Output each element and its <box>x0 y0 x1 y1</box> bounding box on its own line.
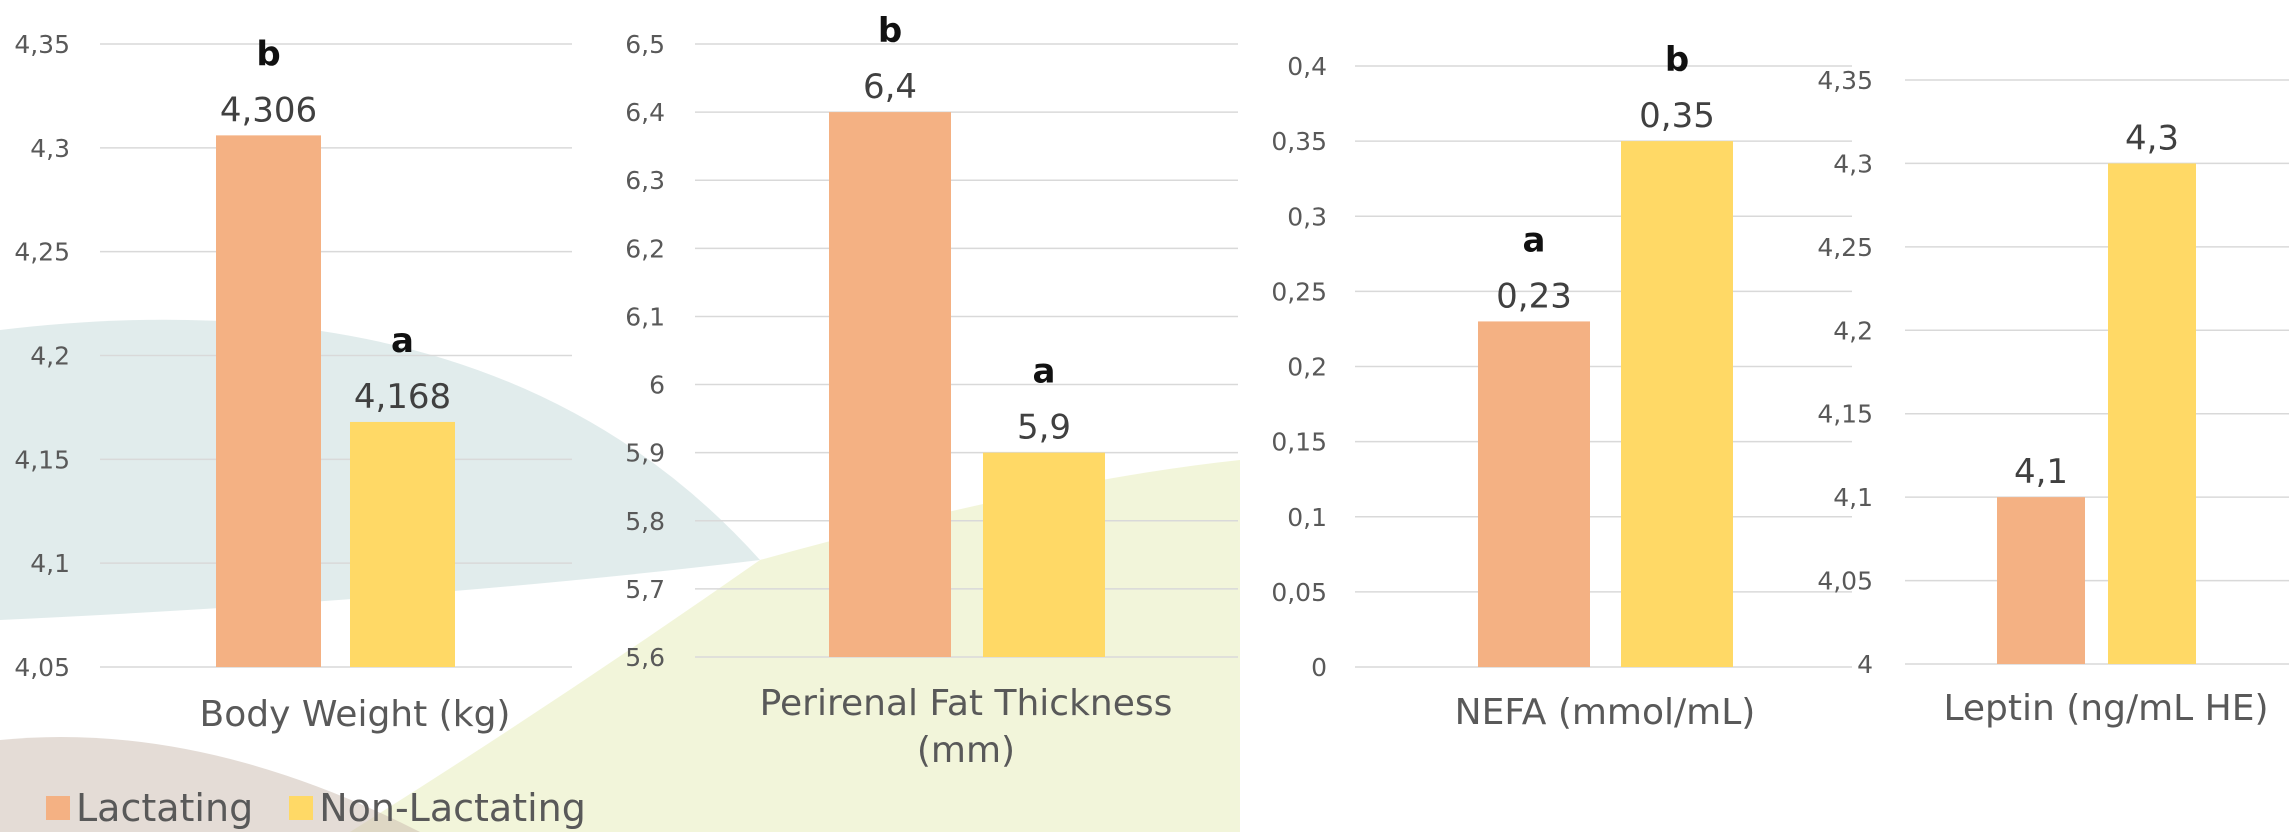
y-tick-label-1-3: 4,2 <box>30 342 70 371</box>
significance-letter-3-lactating: a <box>1523 220 1546 260</box>
y-tick-label-2-0: 5,6 <box>625 643 665 672</box>
legend-item-lactating: Lactating <box>46 786 253 830</box>
y-tick-label-1-6: 4,35 <box>14 30 70 59</box>
y-tick-label-4-7: 4,35 <box>1817 66 1873 95</box>
data-label-4-lactating: 4,1 <box>2014 452 2068 492</box>
bar-4-lactating <box>1997 497 2085 664</box>
y-tick-label-4-0: 4 <box>1857 650 1873 679</box>
y-tick-label-3-5: 0,25 <box>1271 277 1327 306</box>
data-label-3-lactating: 0,23 <box>1496 276 1572 316</box>
y-tick-label-1-2: 4,15 <box>14 445 70 474</box>
y-tick-label-3-4: 0,2 <box>1287 353 1327 382</box>
data-label-2-non-lactating: 5,9 <box>1017 408 1071 448</box>
significance-letter-2-lactating: b <box>878 11 902 51</box>
significance-letter-1-non-lactating: a <box>391 321 414 361</box>
bar-2-lactating <box>829 112 951 658</box>
data-label-2-lactating: 6,4 <box>863 67 917 107</box>
data-label-3-non-lactating: 0,35 <box>1639 96 1715 136</box>
data-label-1-lactating: 4,306 <box>220 90 317 130</box>
y-tick-label-2-6: 6,2 <box>625 234 665 263</box>
y-tick-label-4-2: 4,1 <box>1833 483 1873 512</box>
y-tick-label-3-0: 0 <box>1311 653 1327 682</box>
legend-swatch-non-lactating <box>289 796 314 820</box>
y-tick-label-4-5: 4,25 <box>1817 233 1873 262</box>
y-tick-label-4-3: 4,15 <box>1817 400 1873 429</box>
y-tick-label-4-4: 4,2 <box>1833 316 1873 345</box>
significance-letter-2-non-lactating: a <box>1033 352 1056 392</box>
y-tick-label-1-0: 4,05 <box>14 653 70 682</box>
y-tick-label-3-6: 0,3 <box>1287 202 1327 231</box>
data-label-4-non-lactating: 4,3 <box>2125 118 2179 158</box>
y-tick-label-2-2: 5,8 <box>625 507 665 536</box>
y-tick-label-3-2: 0,1 <box>1287 503 1327 532</box>
bar-3-lactating <box>1478 321 1590 667</box>
bar-1-lactating <box>216 135 321 667</box>
y-tick-label-3-1: 0,05 <box>1271 578 1327 607</box>
significance-letter-3-non-lactating: b <box>1665 40 1689 80</box>
y-tick-label-4-1: 4,05 <box>1817 567 1873 596</box>
x-axis-title-3: NEFA (mmol/mL) <box>1455 692 1756 733</box>
x-axis-title-2: Perirenal Fat Thickness (mm) <box>760 683 1173 771</box>
y-tick-label-3-8: 0,4 <box>1287 52 1327 81</box>
y-tick-label-2-7: 6,3 <box>625 166 665 195</box>
legend-swatch-lactating <box>46 796 70 820</box>
y-tick-label-1-1: 4,1 <box>30 549 70 578</box>
y-tick-label-2-5: 6,1 <box>625 302 665 331</box>
y-tick-label-2-8: 6,4 <box>625 98 665 127</box>
y-tick-label-1-5: 4,3 <box>30 134 70 163</box>
y-tick-label-4-6: 4,3 <box>1833 149 1873 178</box>
bar-1-non-lactating <box>350 421 455 667</box>
bar-4-non-lactating <box>2108 163 2196 664</box>
y-tick-label-3-7: 0,35 <box>1271 127 1327 156</box>
significance-letter-1-lactating: b <box>256 34 280 74</box>
legend-label-lactating: Lactating <box>76 786 254 830</box>
y-tick-label-1-4: 4,25 <box>14 238 70 267</box>
y-tick-label-2-4: 6 <box>649 371 665 400</box>
legend: Lactating Non-Lactating <box>46 786 586 830</box>
legend-label-non-lactating: Non-Lactating <box>319 786 586 830</box>
x-axis-title-1: Body Weight (kg) <box>200 694 511 735</box>
y-tick-label-3-3: 0,15 <box>1271 428 1327 457</box>
x-axis-title-4: Leptin (ng/mL HE) <box>1943 688 2268 729</box>
y-tick-label-2-9: 6,5 <box>625 30 665 59</box>
data-label-1-non-lactating: 4,168 <box>354 377 451 417</box>
y-tick-label-2-3: 5,9 <box>625 439 665 468</box>
bar-2-non-lactating <box>983 452 1105 657</box>
bar-3-non-lactating <box>1621 141 1733 667</box>
legend-item-non-lactating: Non-Lactating <box>289 786 586 830</box>
y-tick-label-2-1: 5,7 <box>625 575 665 604</box>
